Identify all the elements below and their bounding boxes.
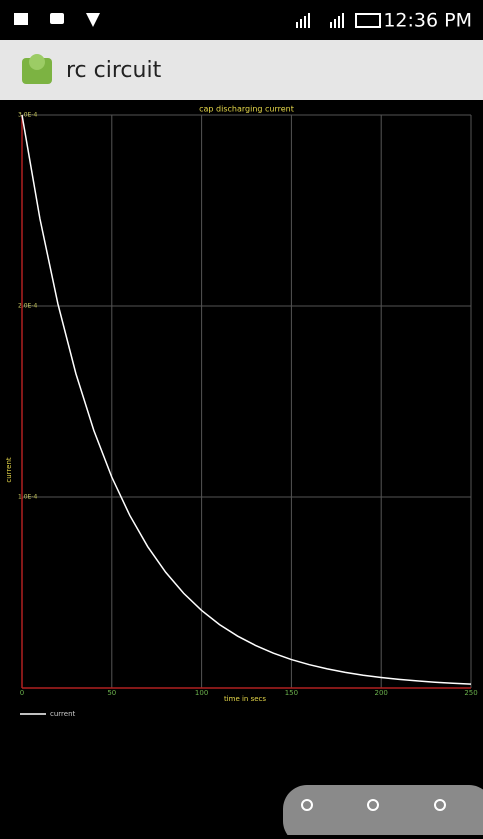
x-tick-label: 250 — [464, 689, 477, 697]
zoom-controls — [283, 785, 483, 835]
gallery-icon — [14, 13, 28, 25]
message-icon — [50, 13, 64, 24]
app-title: rc circuit — [66, 58, 162, 83]
x-tick-label: 150 — [285, 689, 298, 697]
chart: cap discharging current 0 50 100 150 200 250 1.… — [5, 105, 478, 719]
legend-label: current — [50, 710, 76, 718]
screen: 12:36 PM rc circuit cap discharging curr… — [0, 0, 483, 835]
x-tick-label: 200 — [375, 689, 388, 697]
x-tick-label: 100 — [195, 689, 208, 697]
x-axis-label: time in secs — [224, 695, 266, 703]
page: 12:36 PM rc circuit cap discharging curr… — [0, 0, 483, 835]
chart-title: cap discharging current — [199, 105, 294, 114]
x-tick-label: 0 — [20, 689, 24, 697]
y-axis-label: current — [5, 457, 13, 483]
x-tick-label: 50 — [107, 689, 116, 697]
app-icon — [22, 54, 52, 84]
y-tick-label: 1.0E-4 — [18, 494, 37, 501]
y-tick-label: 2.0E-4 — [18, 303, 37, 310]
data-line — [22, 115, 471, 684]
y-tick-label: 3.0E-4 — [18, 112, 37, 119]
clock: 12:36 PM — [383, 10, 472, 32]
